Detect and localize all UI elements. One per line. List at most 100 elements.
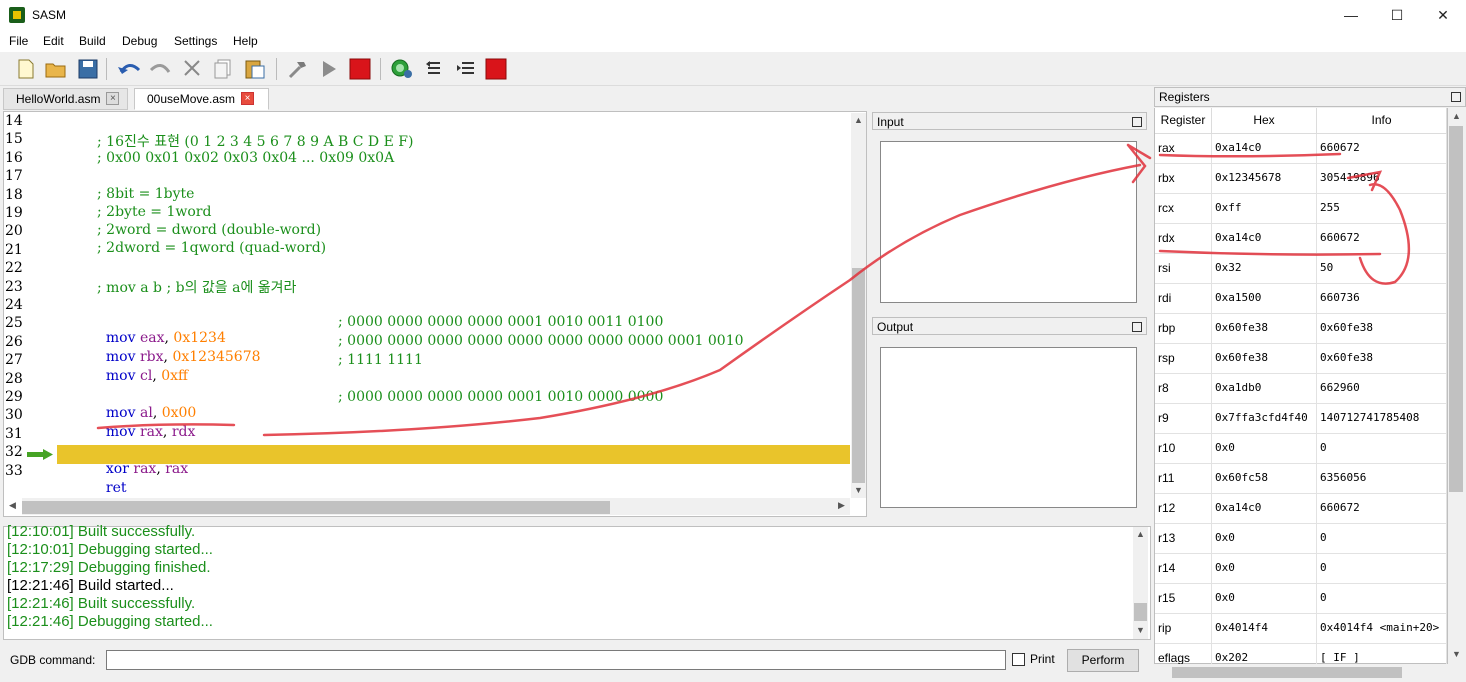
menu-help[interactable]: Help	[233, 34, 258, 48]
scroll-down-icon[interactable]: ▼	[1136, 625, 1145, 635]
register-row-r12[interactable]: r12 0xa14c0 660672	[1155, 494, 1447, 524]
register-name: rcx	[1155, 194, 1212, 224]
menu-settings[interactable]: Settings	[174, 34, 218, 48]
line-number: 14	[5, 113, 23, 129]
editor-scroll-thumb[interactable]	[852, 268, 865, 483]
copy-icon[interactable]	[211, 57, 235, 81]
column-header-info[interactable]: Info	[1317, 108, 1447, 134]
register-row-r9[interactable]: r9 0x7ffa3cfd4f40 140712741785408	[1155, 404, 1447, 434]
scroll-up-icon[interactable]: ▲	[1452, 111, 1461, 121]
operand-separator: ,	[164, 330, 174, 346]
menu-file[interactable]: File	[9, 34, 29, 48]
opcode: ret	[105, 480, 127, 496]
register-name: rax	[1155, 134, 1212, 164]
undo-icon[interactable]	[117, 57, 141, 81]
register-row-rsi[interactable]: rsi 0x32 50	[1155, 254, 1447, 284]
maximize-button[interactable]: ☐	[1390, 7, 1404, 23]
gdb-command-input[interactable]	[106, 650, 1006, 670]
register-name: rsp	[1155, 344, 1212, 374]
output-panel-label: Output	[877, 320, 914, 334]
step-into-icon[interactable]	[454, 57, 478, 81]
restore-icon[interactable]	[1132, 117, 1142, 127]
tab-helloworld[interactable]: HelloWorld.asm ×	[3, 88, 128, 110]
perform-button[interactable]: Perform	[1067, 649, 1139, 672]
register-hex: 0xa14c0	[1212, 494, 1317, 524]
toolbar-separator	[380, 58, 381, 80]
save-icon[interactable]	[76, 57, 100, 81]
paste-icon[interactable]	[243, 57, 267, 81]
register-row-r8[interactable]: r8 0xa1db0 662960	[1155, 374, 1447, 404]
register-row-rsp[interactable]: rsp 0x60fe38 0x60fe38	[1155, 344, 1447, 374]
cut-icon[interactable]	[180, 57, 204, 81]
register-row-rcx[interactable]: rcx 0xff 255	[1155, 194, 1447, 224]
register-hex: 0x60fe38	[1212, 344, 1317, 374]
register-row-r15[interactable]: r15 0x0 0	[1155, 584, 1447, 614]
minimize-button[interactable]: —	[1344, 7, 1358, 23]
register-row-r11[interactable]: r11 0x60fc58 6356056	[1155, 464, 1447, 494]
register-hex: 0x60fe38	[1212, 314, 1317, 344]
scroll-down-icon[interactable]: ▼	[854, 485, 863, 495]
register-row-rbp[interactable]: rbp 0x60fe38 0x60fe38	[1155, 314, 1447, 344]
print-checkbox[interactable]	[1012, 653, 1025, 666]
stop-debug-icon[interactable]	[484, 57, 508, 81]
scroll-up-icon[interactable]: ▲	[854, 115, 863, 125]
tab-00usemove[interactable]: 00useMove.asm ×	[134, 88, 269, 110]
step-over-icon[interactable]	[422, 57, 446, 81]
open-file-icon[interactable]	[44, 57, 68, 81]
menu-bar	[0, 31, 1466, 52]
toolbar-separator	[106, 58, 107, 80]
menu-build[interactable]: Build	[79, 34, 106, 48]
operand-register: rax	[133, 461, 157, 477]
column-header-register[interactable]: Register	[1155, 108, 1212, 134]
operand-register: cl	[139, 368, 153, 384]
menu-debug[interactable]: Debug	[122, 34, 158, 48]
register-row-rax[interactable]: rax 0xa14c0 660672	[1155, 134, 1447, 164]
stop-icon[interactable]	[348, 57, 372, 81]
window-title: SASM	[32, 8, 67, 22]
tab-close-icon[interactable]: ×	[106, 92, 120, 105]
build-hammer-icon[interactable]	[286, 57, 310, 81]
register-row-r10[interactable]: r10 0x0 0	[1155, 434, 1447, 464]
register-info: 50	[1317, 254, 1447, 284]
new-file-icon[interactable]	[14, 57, 38, 81]
menu-edit[interactable]: Edit	[43, 34, 64, 48]
editor-hscroll-thumb[interactable]	[22, 501, 610, 514]
registers-scroll-thumb[interactable]	[1449, 126, 1463, 492]
column-header-hex[interactable]: Hex	[1212, 108, 1317, 134]
close-button[interactable]: ✕	[1437, 7, 1449, 23]
tab-close-icon[interactable]: ×	[241, 92, 255, 105]
log-vertical-scrollbar[interactable]	[1133, 527, 1148, 639]
operand-register: rax	[165, 461, 189, 477]
scroll-up-icon[interactable]: ▲	[1136, 529, 1145, 539]
output-textarea	[880, 347, 1137, 508]
register-row-rdi[interactable]: rdi 0xa1500 660736	[1155, 284, 1447, 314]
operand-value: 0x00	[161, 405, 197, 421]
restore-icon[interactable]	[1451, 92, 1461, 102]
register-row-r14[interactable]: r14 0x0 0	[1155, 554, 1447, 584]
debug-icon[interactable]	[390, 57, 414, 81]
log-scroll-thumb[interactable]	[1134, 603, 1147, 621]
operand-separator: ,	[162, 424, 172, 440]
register-row-rbx[interactable]: rbx 0x12345678 305419896	[1155, 164, 1447, 194]
scroll-left-icon[interactable]: ◀	[9, 500, 16, 510]
gdb-command-label: GDB command:	[10, 653, 96, 667]
registers-hscroll-thumb[interactable]	[1172, 667, 1402, 678]
restore-icon[interactable]	[1132, 322, 1142, 332]
redo-icon[interactable]	[149, 57, 173, 81]
register-row-rdx[interactable]: rdx 0xa14c0 660672	[1155, 224, 1447, 254]
output-panel-title: Output	[872, 317, 1147, 335]
register-hex: 0x0	[1212, 584, 1317, 614]
scroll-down-icon[interactable]: ▼	[1452, 649, 1461, 659]
build-log[interactable]	[3, 526, 1151, 640]
register-name: eflags	[1155, 644, 1212, 674]
register-info: 255	[1317, 194, 1447, 224]
current-line-arrow-icon	[27, 449, 53, 460]
register-row-rip[interactable]: rip 0x4014f4 0x4014f4 <main+20>	[1155, 614, 1447, 644]
input-textarea[interactable]	[880, 141, 1137, 303]
scroll-right-icon[interactable]: ▶	[838, 500, 845, 510]
code-comment-25: ; 0000 0000 0000 0000 0001 0010 0011 010…	[338, 314, 664, 330]
register-row-r13[interactable]: r13 0x0 0	[1155, 524, 1447, 554]
line-number: 21	[5, 241, 23, 258]
register-info: 140712741785408	[1317, 404, 1447, 434]
run-icon[interactable]	[317, 57, 341, 81]
